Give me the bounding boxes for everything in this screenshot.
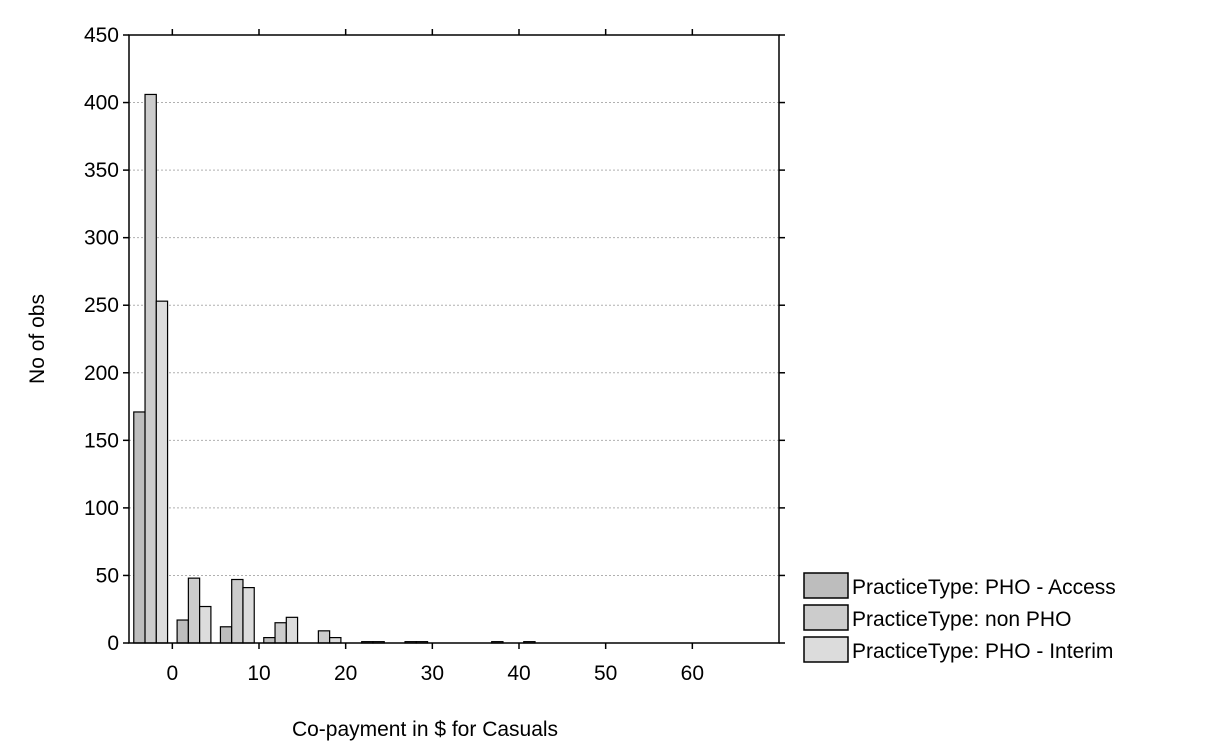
gridlines	[129, 102, 779, 576]
axes: 0 50 100 150 200 250 300 350 400 450 0 10 20 30 40 50 60	[84, 24, 785, 685]
y-tick-label: 100	[84, 497, 119, 520]
x-tick-label: 30	[421, 662, 444, 685]
legend: PracticeType: PHO - Access PracticeType: …	[803, 572, 1116, 663]
legend-label: PracticeType: PHO - Interim	[852, 640, 1113, 663]
bar	[317, 630, 331, 644]
legend-label: PracticeType: non PHO	[852, 608, 1071, 631]
bar	[155, 300, 169, 644]
bar	[242, 587, 255, 644]
y-tick-label: 450	[84, 24, 119, 47]
x-tick-label: 40	[507, 662, 530, 685]
y-tick-label: 150	[84, 429, 119, 452]
y-axis-label: No of obs	[26, 294, 49, 384]
bar	[199, 605, 212, 644]
x-tick-label: 0	[166, 662, 178, 685]
legend-swatch	[803, 636, 849, 663]
y-tick-label: 250	[84, 294, 119, 317]
y-tick-label: 200	[84, 362, 119, 385]
bar	[219, 626, 233, 644]
bar	[263, 636, 276, 644]
bar	[285, 616, 299, 644]
bar	[187, 577, 201, 644]
bar	[231, 578, 244, 644]
bar	[329, 636, 342, 644]
x-axis-label: Co-payment in $ for Casuals	[292, 718, 558, 741]
legend-swatch	[803, 572, 849, 599]
legend-swatch	[803, 604, 849, 631]
y-tick-label: 400	[84, 92, 119, 115]
bar	[133, 411, 146, 644]
x-tick-label: 10	[247, 662, 270, 685]
x-tick-label: 20	[334, 662, 357, 685]
legend-label: PracticeType: PHO - Access	[852, 576, 1116, 599]
x-tick-label: 50	[594, 662, 617, 685]
x-tick-label: 60	[681, 662, 704, 685]
y-tick-label: 0	[107, 632, 119, 655]
plot-area-frame	[128, 34, 780, 644]
y-tick-label: 50	[96, 564, 119, 587]
bar	[144, 93, 157, 644]
bar	[176, 619, 189, 644]
y-tick-label: 300	[84, 227, 119, 250]
bar	[274, 622, 287, 644]
bars	[133, 93, 536, 644]
y-tick-label: 350	[84, 159, 119, 182]
